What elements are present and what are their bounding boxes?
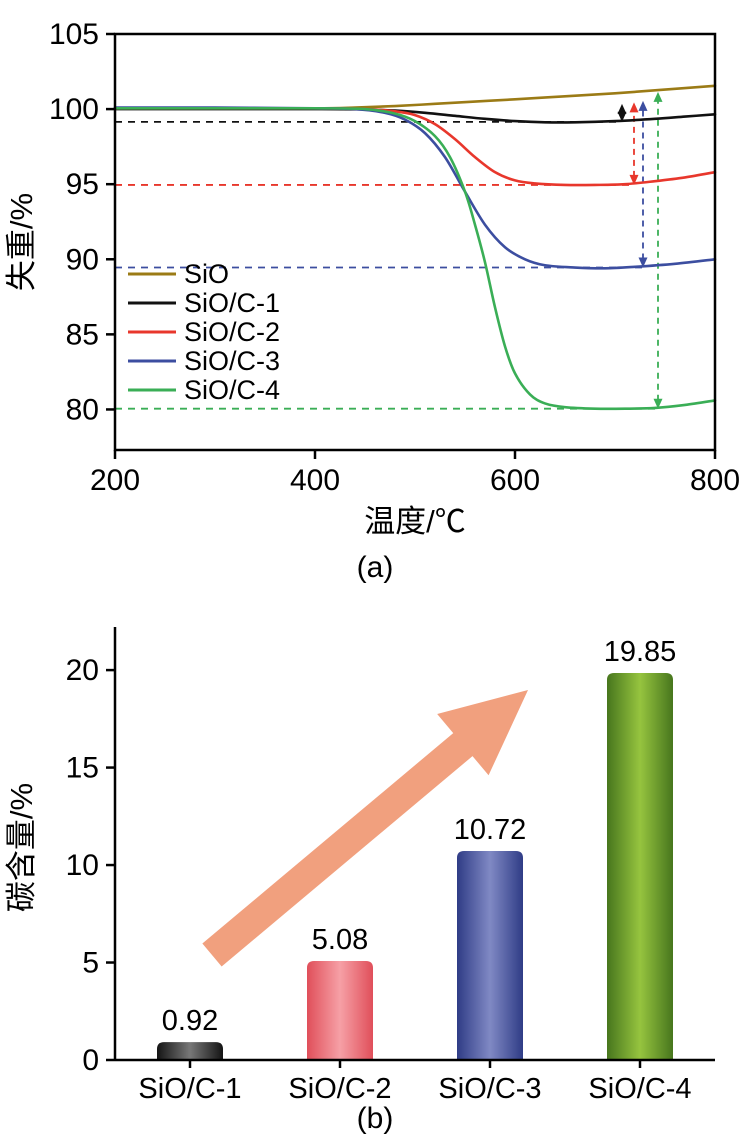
bar-SiO/C-4: [607, 673, 673, 1060]
y-tick-label: 100: [49, 93, 99, 126]
y-tick-label: 20: [66, 654, 99, 687]
y-tick-label: 0: [82, 1044, 99, 1077]
y-tick-label: 90: [66, 243, 99, 276]
loss-arrow-head-down-1: [629, 174, 639, 185]
panel-b: 0.92 5.08 10.72 19.85 0 5 10 15 20 SiO/C-1 SiO/C-2…: [0, 595, 750, 1138]
series-line-SiO/C-4: [113, 106, 717, 411]
bar-value-label-SiO/C-3: 10.72: [454, 814, 527, 846]
bar-value-label-SiO/C-1: 0.92: [162, 1005, 218, 1037]
loss-arrow-head-up-1: [629, 102, 639, 113]
x-tick-label: 600: [490, 464, 540, 497]
y-tick-label: 15: [66, 752, 99, 785]
y-tick-label: 5: [82, 947, 99, 980]
legend-label-SiO/C-2: SiO/C-2: [184, 317, 280, 347]
legend-label-SiO/C-4: SiO/C-4: [184, 375, 280, 405]
loss-arrow-head-down-3: [653, 398, 663, 409]
category-label-SiO/C-2: SiO/C-2: [288, 1073, 391, 1100]
panel-a-caption: (a): [356, 551, 394, 584]
tga-series: [113, 84, 717, 411]
category-label-SiO/C-3: SiO/C-3: [438, 1073, 541, 1100]
loss-arrow-head-down-2: [638, 257, 648, 268]
loss-arrow-head-down-0: [617, 111, 627, 122]
legend-label-SiO/C-3: SiO/C-3: [184, 346, 280, 376]
legend-label-SiO/C-1: SiO/C-1: [184, 288, 280, 318]
y-axis-title: 失重/%: [4, 193, 39, 291]
y-tick-label: 105: [49, 18, 99, 51]
x-tick-label: 200: [90, 464, 140, 497]
y-tick-label: 10: [66, 849, 99, 882]
panel-a: 200 400 600 800 105 100 95 90 85 80 温度/℃ 失重/% SiO SiO…: [0, 2, 750, 587]
bar-SiO/C-3: [457, 851, 523, 1060]
weight-loss-arrows: [617, 91, 663, 409]
axes: 0 5 10 15 20 SiO/C-1 SiO/C-2 SiO/C-3 SiO/C-4: [66, 627, 715, 1100]
y-tick-label: 95: [66, 168, 99, 201]
x-axis-title: 温度/℃: [364, 504, 466, 539]
legend-label-SiO: SiO: [184, 259, 229, 289]
bar-SiO/C-2: [307, 960, 373, 1060]
bar-SiO/C-1: [157, 1042, 223, 1060]
carbon-content-bar-chart: 0.92 5.08 10.72 19.85 0 5 10 15 20 SiO/C-1 SiO/C-2…: [4, 627, 715, 1100]
series-line-SiO: [113, 84, 717, 110]
y-tick-label: 80: [66, 393, 99, 426]
x-tick-label: 400: [290, 464, 340, 497]
loss-arrow-head-up-0: [617, 103, 627, 114]
x-tick-label: 800: [690, 464, 740, 497]
series-line-SiO/C-3: [113, 106, 717, 270]
category-label-SiO/C-1: SiO/C-1: [138, 1073, 241, 1100]
bars: 0.92 5.08 10.72 19.85: [157, 636, 676, 1060]
trend-up-arrow: [202, 690, 529, 967]
plot-frame: [113, 32, 717, 452]
bar-value-label-SiO/C-2: 5.08: [312, 924, 368, 956]
bar-value-label-SiO/C-4: 19.85: [604, 636, 677, 668]
y-axis-title: 碳含量/%: [4, 783, 39, 912]
panel-b-caption: (b): [356, 1102, 394, 1135]
y-tick-label: 85: [66, 318, 99, 351]
loss-arrow-head-up-3: [653, 91, 663, 102]
loss-arrow-head-up-2: [638, 100, 648, 111]
axes: 200 400 600 800 105 100 95 90 85 80: [49, 18, 740, 497]
category-label-SiO/C-4: SiO/C-4: [588, 1073, 691, 1100]
